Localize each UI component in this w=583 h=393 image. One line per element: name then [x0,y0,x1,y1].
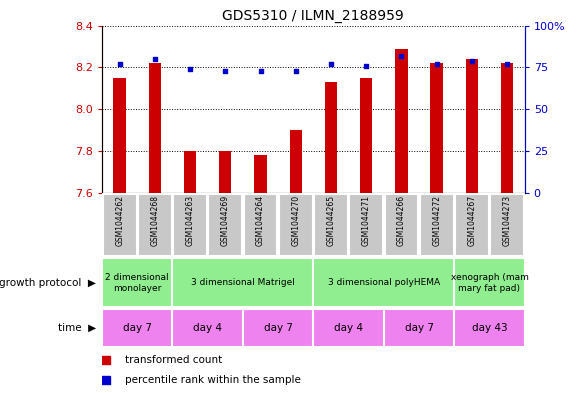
Text: GSM1044271: GSM1044271 [361,195,371,246]
Bar [219,151,231,193]
Bar [102,259,173,307]
Point [467,57,476,64]
Bar [501,63,513,193]
Bar [149,63,161,193]
Bar [430,63,443,193]
Bar [103,194,136,256]
Bar [325,82,337,193]
Text: GSM1044262: GSM1044262 [115,195,124,246]
Bar [114,78,126,193]
Text: GSM1044268: GSM1044268 [150,195,159,246]
Bar [349,194,383,256]
Bar [395,48,408,193]
Text: GSM1044267: GSM1044267 [468,195,476,246]
Text: GSM1044273: GSM1044273 [503,195,512,246]
Bar [314,259,454,307]
Text: GSM1044272: GSM1044272 [432,195,441,246]
Bar [243,309,314,347]
Text: growth protocol  ▶: growth protocol ▶ [0,278,96,288]
Text: GSM1044269: GSM1044269 [221,195,230,246]
Bar [314,309,384,347]
Text: day 4: day 4 [193,323,222,333]
Text: 3 dimensional polyHEMA: 3 dimensional polyHEMA [328,279,440,287]
Bar [173,259,314,307]
Point [220,68,230,74]
Bar [244,194,278,256]
Text: day 4: day 4 [334,323,363,333]
Bar [184,151,196,193]
Bar [279,194,312,256]
Point [256,68,265,74]
Bar [454,259,525,307]
Bar [138,194,172,256]
Text: day 7: day 7 [123,323,152,333]
Bar [466,59,478,193]
Bar [454,309,525,347]
Point [432,61,441,67]
Bar [385,194,419,256]
Bar [420,194,454,256]
Point [503,61,512,67]
Text: GSM1044264: GSM1044264 [256,195,265,246]
Bar [290,130,302,193]
Text: GSM1044263: GSM1044263 [185,195,195,246]
Bar [173,194,207,256]
Point [115,61,124,67]
Bar [102,309,173,347]
Point [185,66,195,72]
Text: time  ▶: time ▶ [58,323,96,333]
Bar [314,194,348,256]
Point [326,61,336,67]
Bar [360,78,373,193]
Point [397,52,406,59]
Bar [455,194,489,256]
Text: day 43: day 43 [472,323,507,333]
Bar [208,194,242,256]
Text: GSM1044270: GSM1044270 [292,195,300,246]
Point [361,62,371,69]
Point [150,56,160,62]
Text: day 7: day 7 [405,323,434,333]
Bar [490,194,524,256]
Text: percentile rank within the sample: percentile rank within the sample [125,375,301,386]
Bar [173,309,243,347]
Text: day 7: day 7 [264,323,293,333]
Text: xenograph (mam
mary fat pad): xenograph (mam mary fat pad) [451,273,528,293]
Point [291,68,300,74]
Text: 3 dimensional Matrigel: 3 dimensional Matrigel [191,279,295,287]
Bar [254,155,266,193]
Text: 2 dimensional
monolayer: 2 dimensional monolayer [106,273,169,293]
Text: GSM1044266: GSM1044266 [397,195,406,246]
Text: GSM1044265: GSM1044265 [326,195,335,246]
Text: transformed count: transformed count [125,355,223,365]
Bar [384,309,454,347]
Title: GDS5310 / ILMN_2188959: GDS5310 / ILMN_2188959 [223,9,404,23]
